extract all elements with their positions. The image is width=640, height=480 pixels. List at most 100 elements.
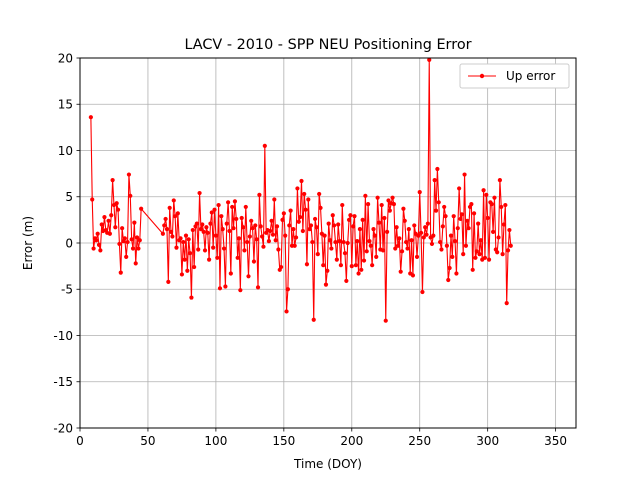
y-tick-label: 10 (58, 144, 73, 158)
data-point (166, 279, 171, 284)
data-point (258, 224, 263, 229)
data-point (356, 271, 361, 276)
data-point (284, 309, 289, 314)
data-point (130, 246, 136, 251)
data-point (409, 238, 414, 243)
data-point (312, 216, 318, 222)
data-point (431, 233, 436, 238)
data-point (113, 225, 118, 230)
data-point (345, 240, 350, 246)
data-point (298, 215, 303, 220)
data-point (226, 200, 231, 205)
data-point (128, 193, 133, 198)
data-point (333, 239, 338, 245)
data-point (450, 254, 455, 259)
data-point (463, 243, 469, 248)
x-tick-label: 150 (272, 434, 295, 448)
data-point (387, 208, 392, 213)
data-point (216, 202, 221, 208)
data-point (308, 223, 314, 228)
data-point (254, 237, 259, 242)
data-point (315, 252, 320, 257)
data-point (129, 237, 134, 242)
data-point (326, 221, 331, 226)
data-point (368, 243, 373, 248)
data-point (337, 239, 342, 244)
data-point (461, 252, 466, 257)
data-point (323, 282, 329, 287)
data-point (340, 202, 345, 208)
data-point (95, 231, 100, 236)
legend-entry-up-error: Up error (506, 69, 555, 83)
data-point (292, 243, 297, 248)
data-point (261, 244, 266, 249)
data-point (124, 254, 129, 259)
data-point (473, 255, 478, 260)
data-point (285, 287, 291, 292)
data-point (228, 271, 233, 276)
data-point (242, 248, 247, 253)
data-point (482, 255, 488, 260)
data-point (273, 238, 278, 243)
data-point (171, 198, 176, 203)
data-point (357, 227, 363, 232)
data-point (349, 264, 354, 269)
data-point (508, 243, 513, 248)
data-point (117, 241, 122, 247)
data-point (245, 239, 250, 245)
data-point (274, 224, 280, 229)
data-point (98, 248, 103, 253)
data-point (239, 215, 244, 221)
data-point (474, 249, 479, 254)
data-point (390, 195, 395, 200)
data-point (295, 186, 300, 191)
series-up-error-points (88, 57, 513, 323)
data-point (504, 301, 509, 306)
data-point (402, 218, 407, 223)
data-point (136, 246, 141, 251)
data-point (500, 252, 505, 257)
data-point (311, 317, 316, 322)
data-point (374, 254, 379, 259)
data-point (212, 207, 217, 212)
data-point (418, 230, 424, 235)
data-point (220, 227, 225, 232)
data-point (209, 210, 214, 215)
data-point (359, 267, 364, 272)
data-point (189, 295, 194, 300)
data-point (425, 221, 430, 226)
data-point (253, 223, 258, 228)
data-point (179, 272, 185, 277)
data-point (162, 223, 167, 228)
data-point (380, 248, 386, 253)
data-point (240, 225, 246, 230)
data-point (394, 225, 399, 230)
data-point (99, 222, 104, 227)
data-point (160, 231, 165, 236)
data-point (192, 264, 197, 270)
data-point (270, 232, 276, 237)
y-tick-label: -20 (53, 421, 73, 435)
data-point (375, 195, 380, 200)
data-point (321, 263, 326, 268)
data-point (175, 211, 180, 216)
data-point (486, 257, 492, 262)
data-point (279, 264, 284, 270)
data-point (327, 238, 333, 243)
data-point (391, 202, 397, 207)
data-point (446, 277, 451, 283)
data-point (272, 197, 277, 202)
data-point (329, 246, 334, 251)
data-point (424, 232, 429, 237)
data-point (367, 239, 372, 244)
data-point (417, 190, 422, 195)
x-tick-label: 0 (76, 434, 84, 448)
data-point (432, 178, 437, 183)
data-point (243, 204, 248, 210)
data-point (230, 204, 235, 210)
data-point (211, 245, 216, 250)
data-point (139, 206, 144, 211)
data-point (310, 239, 315, 245)
data-point (134, 235, 140, 240)
data-point (427, 57, 432, 62)
